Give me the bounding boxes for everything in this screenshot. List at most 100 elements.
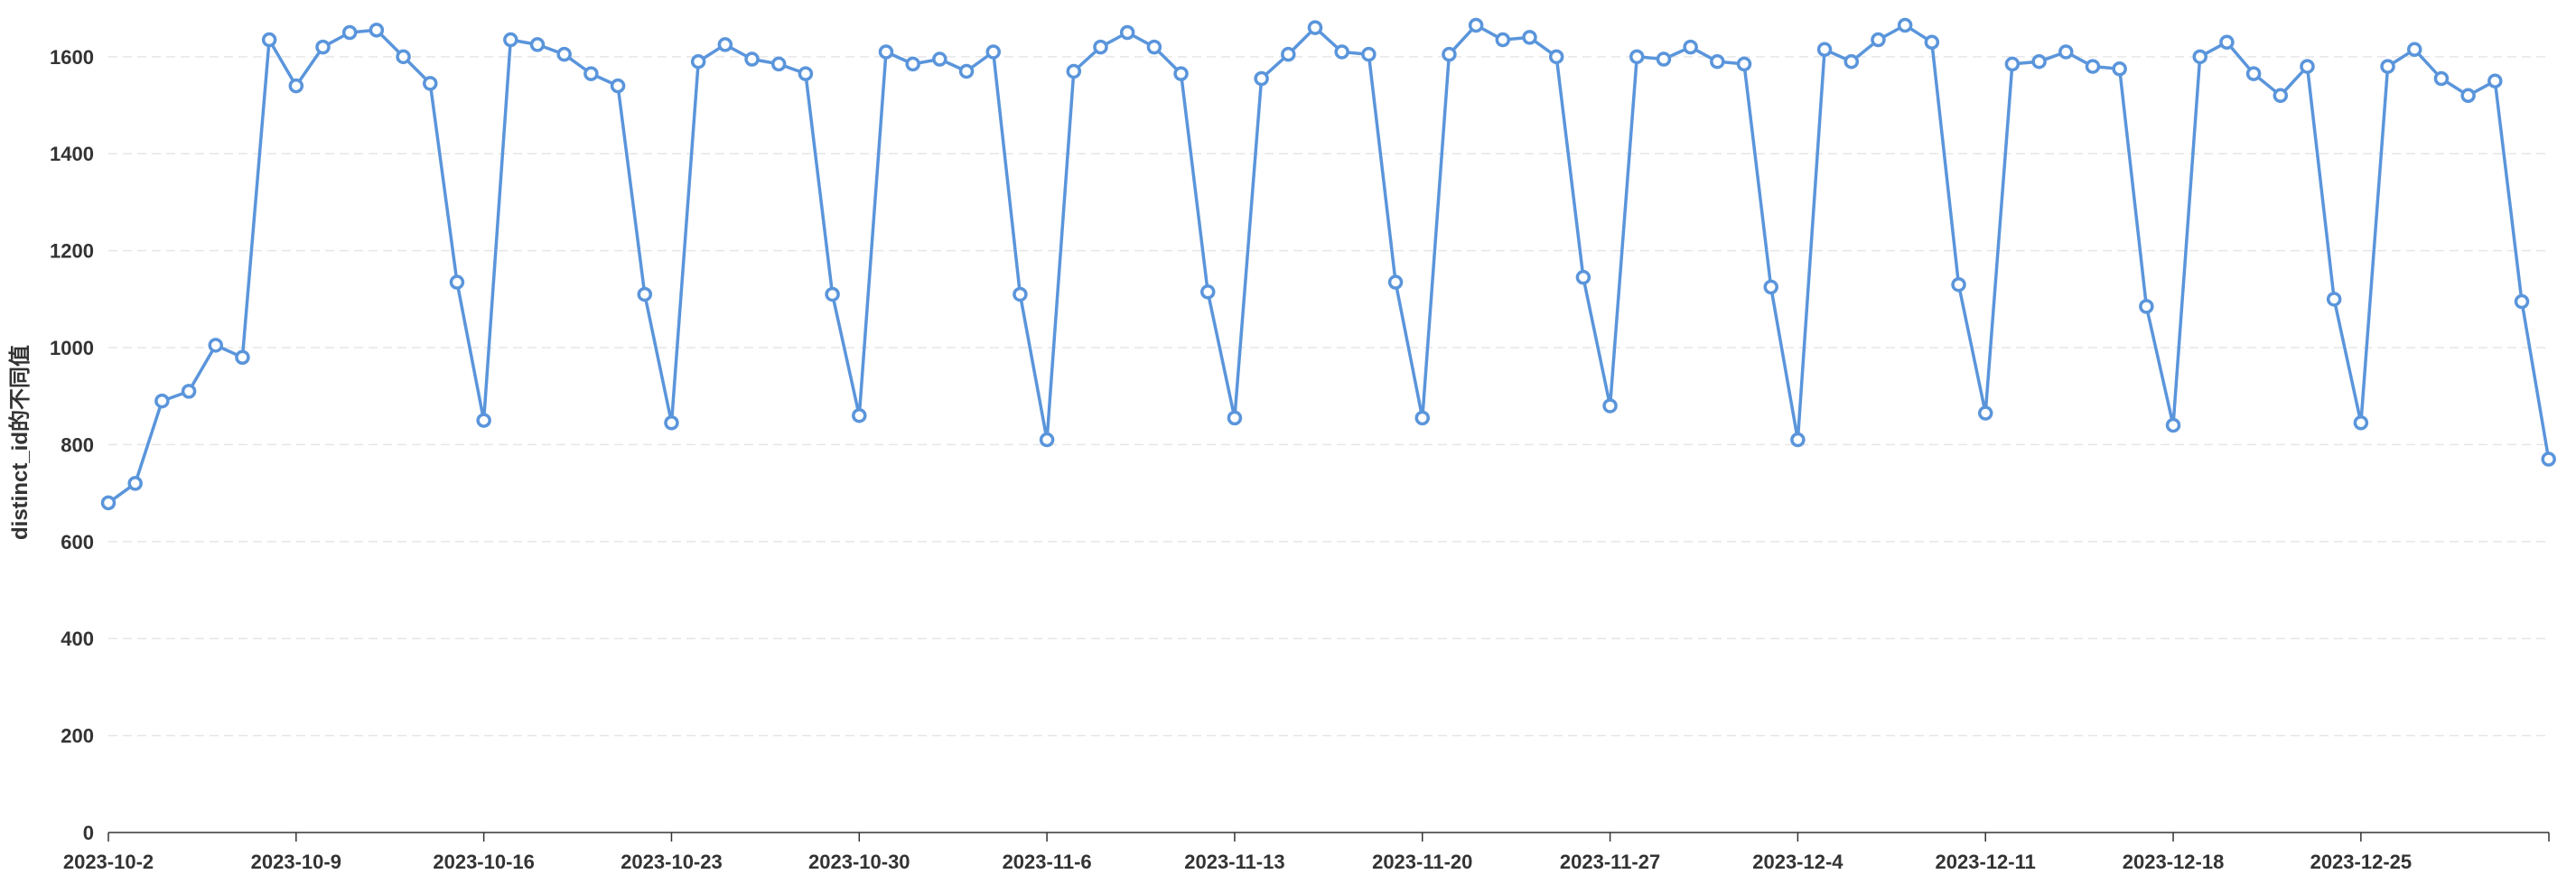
data-point[interactable] xyxy=(2541,451,2556,467)
data-point[interactable] xyxy=(1763,279,1778,295)
data-point[interactable] xyxy=(1066,63,1082,79)
data-point[interactable] xyxy=(181,384,197,399)
data-point[interactable] xyxy=(127,476,143,491)
y-tick-label: 200 xyxy=(61,725,94,748)
data-point[interactable] xyxy=(1495,32,1511,48)
data-point[interactable] xyxy=(610,78,626,94)
data-point[interactable] xyxy=(556,46,572,62)
data-point[interactable] xyxy=(208,338,224,353)
data-point[interactable] xyxy=(1710,53,1725,70)
data-point[interactable] xyxy=(1951,276,1966,293)
data-point[interactable] xyxy=(637,286,653,302)
data-point[interactable] xyxy=(1656,51,1672,67)
data-point[interactable] xyxy=(503,32,518,48)
data-point[interactable] xyxy=(2353,415,2369,431)
data-point[interactable] xyxy=(2406,42,2422,58)
data-point[interactable] xyxy=(932,51,947,67)
data-point[interactable] xyxy=(798,66,814,81)
data-point[interactable] xyxy=(1683,39,1698,55)
data-point[interactable] xyxy=(1924,34,1940,50)
data-point[interactable] xyxy=(2300,59,2315,74)
data-point[interactable] xyxy=(288,78,304,94)
data-point[interactable] xyxy=(2245,66,2262,81)
data-point[interactable] xyxy=(2514,293,2530,310)
data-point[interactable] xyxy=(1387,274,1404,290)
data-point[interactable] xyxy=(1871,32,1886,48)
data-point[interactable] xyxy=(2139,299,2154,314)
data-point[interactable] xyxy=(1013,286,1028,302)
data-point[interactable] xyxy=(1414,410,1431,426)
data-point[interactable] xyxy=(2004,56,2021,72)
data-point[interactable] xyxy=(1146,39,1162,55)
data-point[interactable] xyxy=(1361,46,1377,62)
data-point[interactable] xyxy=(1977,405,1993,421)
data-point[interactable] xyxy=(369,23,385,38)
data-point[interactable] xyxy=(529,37,546,52)
data-point[interactable] xyxy=(2487,73,2503,88)
data-point[interactable] xyxy=(744,51,760,67)
data-point[interactable] xyxy=(825,286,840,302)
data-point[interactable] xyxy=(1227,410,1243,426)
data-point[interactable] xyxy=(1173,66,1189,81)
data-point[interactable] xyxy=(1790,432,1806,448)
data-point[interactable] xyxy=(1816,42,1833,58)
data-point[interactable] xyxy=(2460,88,2476,104)
data-point[interactable] xyxy=(2219,34,2235,50)
data-point[interactable] xyxy=(423,76,438,91)
data-point[interactable] xyxy=(2112,61,2127,77)
data-point[interactable] xyxy=(1736,56,1752,72)
data-point[interactable] xyxy=(449,274,465,290)
data-point[interactable] xyxy=(1548,49,1564,65)
data-point[interactable] xyxy=(2273,88,2289,104)
data-point[interactable] xyxy=(1468,17,1484,33)
data-point[interactable] xyxy=(1199,284,1216,300)
data-point[interactable] xyxy=(717,37,733,52)
x-tick-label: 2023-10-30 xyxy=(808,851,910,873)
y-tick-label: 800 xyxy=(61,433,94,456)
data-point[interactable] xyxy=(2380,59,2395,74)
data-point[interactable] xyxy=(852,407,867,423)
data-point[interactable] xyxy=(690,53,706,70)
data-point[interactable] xyxy=(2165,417,2181,433)
data-point[interactable] xyxy=(958,63,975,79)
x-tick-label: 2023-11-6 xyxy=(1003,851,1092,873)
data-point[interactable] xyxy=(100,495,117,511)
data-point[interactable] xyxy=(261,32,277,48)
data-point[interactable] xyxy=(1575,269,1591,285)
data-point[interactable] xyxy=(1254,70,1269,87)
data-point[interactable] xyxy=(2192,49,2207,65)
data-point[interactable] xyxy=(1629,49,1645,65)
data-point[interactable] xyxy=(985,44,1001,60)
data-point[interactable] xyxy=(2326,292,2342,307)
y-tick-label: 1400 xyxy=(50,143,94,165)
data-point[interactable] xyxy=(583,66,599,81)
x-tick-label: 2023-10-23 xyxy=(621,851,723,873)
data-point[interactable] xyxy=(1281,46,1296,62)
data-point[interactable] xyxy=(1307,20,1323,35)
data-point[interactable] xyxy=(878,44,894,60)
data-point[interactable] xyxy=(1843,53,1860,70)
data-point[interactable] xyxy=(905,56,920,72)
data-point[interactable] xyxy=(2058,44,2074,60)
data-point[interactable] xyxy=(1897,17,1913,33)
data-point[interactable] xyxy=(2031,53,2047,70)
data-point[interactable] xyxy=(664,415,679,431)
data-point[interactable] xyxy=(476,413,491,428)
data-point[interactable] xyxy=(1039,432,1055,448)
data-point[interactable] xyxy=(1119,24,1135,41)
data-point[interactable] xyxy=(1093,39,1108,55)
x-tick-label: 2023-10-16 xyxy=(433,851,535,873)
data-point[interactable] xyxy=(235,349,250,366)
data-point[interactable] xyxy=(154,393,170,409)
data-point[interactable] xyxy=(1442,46,1457,62)
data-point[interactable] xyxy=(1522,30,1537,45)
data-point[interactable] xyxy=(2433,70,2450,87)
data-point[interactable] xyxy=(396,49,411,65)
data-point[interactable] xyxy=(341,24,358,41)
data-point[interactable] xyxy=(1602,398,1618,414)
data-point[interactable] xyxy=(315,39,331,55)
data-point[interactable] xyxy=(2085,59,2101,74)
data-point[interactable] xyxy=(770,56,787,72)
data-point[interactable] xyxy=(1334,44,1349,60)
x-tick-label: 2023-12-11 xyxy=(1936,851,2036,873)
